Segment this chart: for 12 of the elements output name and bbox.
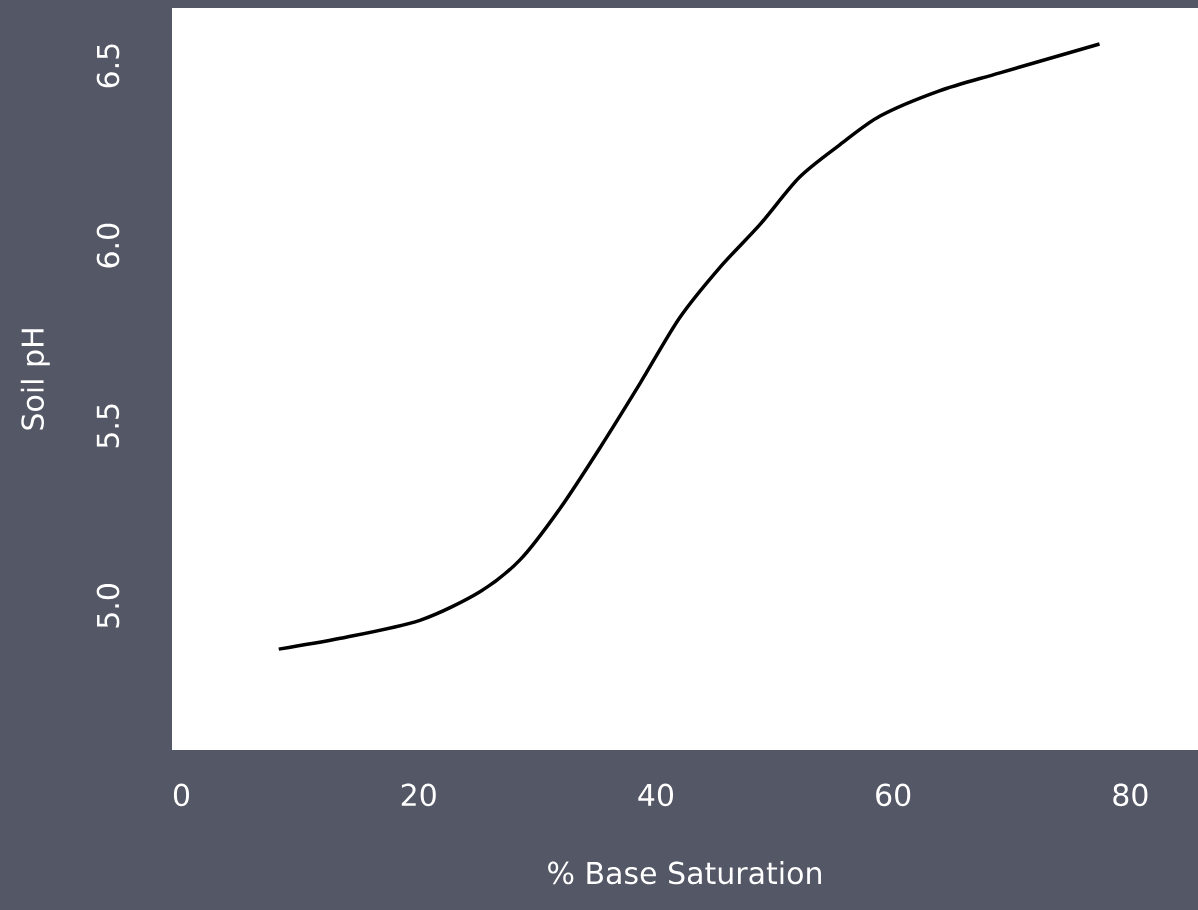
x-tick-label: 20	[401, 783, 436, 807]
y-tick-label: 6.5	[96, 44, 120, 88]
line-series	[277, 42, 1102, 651]
y-tick-label: 5.5	[96, 404, 120, 448]
x-tick-label: 0	[173, 783, 190, 807]
y-axis-title: Soil pH	[20, 329, 50, 430]
x-axis-title: % Base Saturation	[548, 861, 821, 885]
y-tick-label: 6.0	[96, 223, 120, 268]
x-tick-label: 60	[876, 783, 911, 807]
x-tick-label: 80	[1113, 783, 1148, 807]
y-tick-label: 5.0	[96, 584, 120, 628]
x-tick-label: 40	[638, 783, 674, 807]
